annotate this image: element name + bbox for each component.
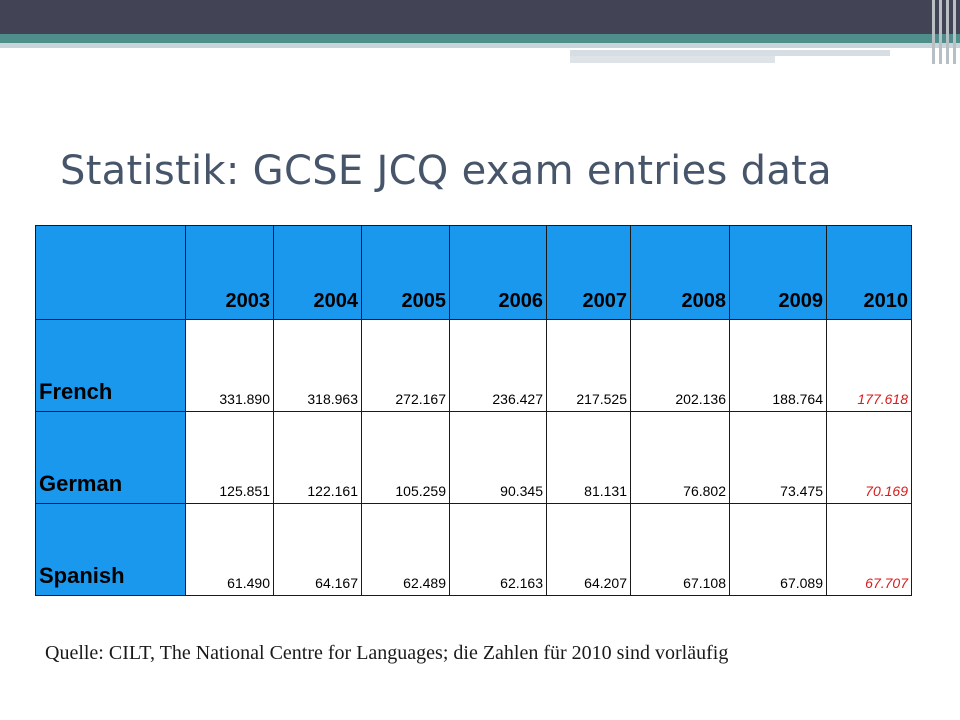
decorative-stripe: [570, 56, 775, 63]
entry-value: 64.167: [273, 503, 362, 596]
entry-value: 81.131: [546, 411, 631, 504]
decorative-stripe: [0, 43, 960, 48]
entry-value: 64.207: [546, 503, 631, 596]
language-label: Spanish: [35, 503, 186, 596]
entry-value: 331.890: [185, 319, 274, 412]
entry-value: 76.802: [630, 411, 730, 504]
entry-value: 122.161: [273, 411, 362, 504]
entry-value: 61.490: [185, 503, 274, 596]
slide-title: Statistik: GCSE JCQ exam entries data: [60, 148, 832, 194]
year-header: 2007: [546, 225, 631, 320]
entry-value: 188.764: [729, 319, 827, 412]
table-row: German 125.851 122.161 105.259 90.345 81…: [35, 411, 912, 504]
year-header: 2004: [273, 225, 362, 320]
entry-value: 73.475: [729, 411, 827, 504]
corner-cell: [35, 225, 186, 320]
year-header: 2006: [449, 225, 547, 320]
year-header: 2003: [185, 225, 274, 320]
entry-value: 318.963: [273, 319, 362, 412]
entry-value: 125.851: [185, 411, 274, 504]
entry-value: 236.427: [449, 319, 547, 412]
table-row: French 331.890 318.963 272.167 236.427 2…: [35, 319, 912, 412]
exam-entries-table: 2003 2004 2005 2006 2007 2008 2009 2010 …: [35, 225, 912, 596]
year-header: 2009: [729, 225, 827, 320]
year-header: 2008: [630, 225, 730, 320]
decorative-lines: [930, 0, 960, 64]
entry-value: 90.345: [449, 411, 547, 504]
entry-value: 62.163: [449, 503, 547, 596]
entry-value: 202.136: [630, 319, 730, 412]
entry-value: 62.489: [361, 503, 450, 596]
top-banner: [0, 0, 960, 34]
header-row: 2003 2004 2005 2006 2007 2008 2009 2010: [35, 225, 912, 320]
table-row: Spanish 61.490 64.167 62.489 62.163 64.2…: [35, 503, 912, 596]
provisional-value: 70.169: [826, 411, 912, 504]
language-label: German: [35, 411, 186, 504]
provisional-value: 177.618: [826, 319, 912, 412]
year-header: 2010: [826, 225, 912, 320]
decorative-stripe: [570, 48, 890, 56]
entry-value: 217.525: [546, 319, 631, 412]
provisional-value: 67.707: [826, 503, 912, 596]
language-label: French: [35, 319, 186, 412]
year-header: 2005: [361, 225, 450, 320]
entry-value: 105.259: [361, 411, 450, 504]
entry-value: 272.167: [361, 319, 450, 412]
source-note: Quelle: CILT, The National Centre for La…: [45, 642, 729, 664]
entry-value: 67.089: [729, 503, 827, 596]
entry-value: 67.108: [630, 503, 730, 596]
accent-bar: [0, 34, 960, 43]
